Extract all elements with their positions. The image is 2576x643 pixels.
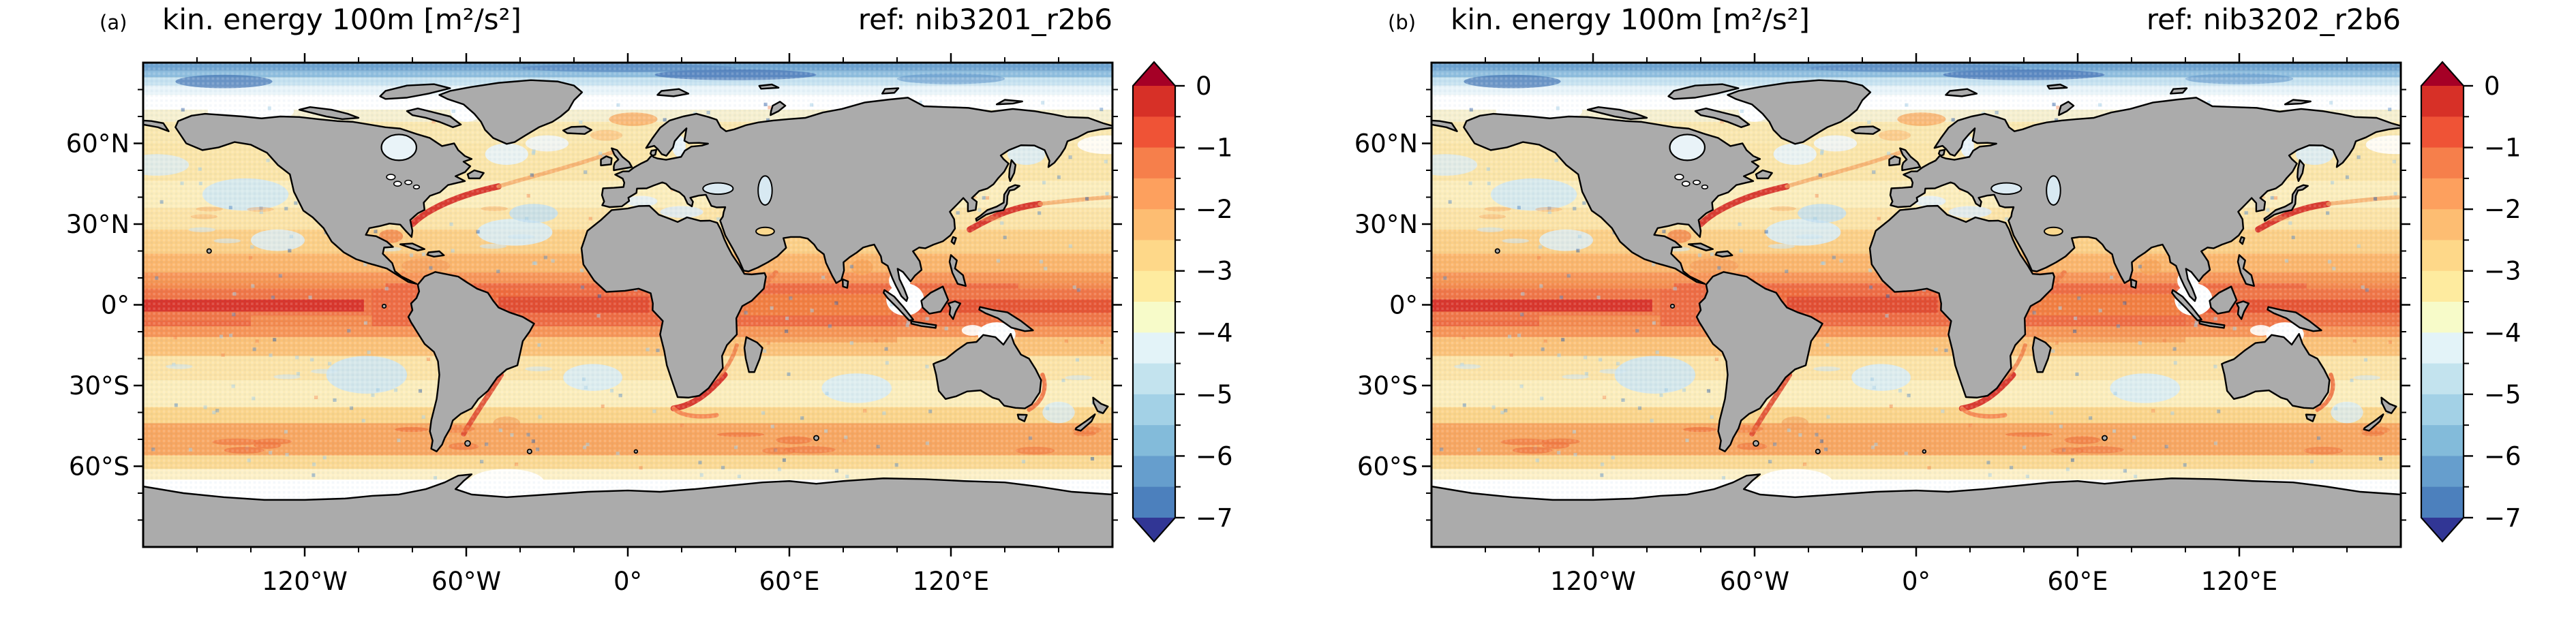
- colorbar-segment: [1133, 178, 1175, 210]
- x-tick-label: 60°E: [2048, 567, 2108, 596]
- plot-canvas-b: 120°W 60°W 0° 60°E 120°E 60°N 30°N 0° 30°S 60°S 0 −…: [1354, 53, 2521, 596]
- colorbar-segment: [1133, 302, 1175, 333]
- colorbar-tick-label: −2: [2484, 195, 2521, 224]
- colorbar-over-arrow: [1133, 62, 1175, 86]
- colorbar-over-arrow: [2421, 62, 2464, 86]
- x-tick-label: 60°W: [431, 567, 501, 596]
- colorbar-tick-label: −2: [1196, 195, 1233, 224]
- panel-b-title: kin. energy 100m [m²/s²]: [1451, 3, 1810, 36]
- colorbar-segment: [1133, 240, 1175, 272]
- x-tick-label: 60°W: [1720, 567, 1789, 596]
- panel-a: (a) kin. energy 100m [m²/s²] ref: nib320…: [66, 3, 1233, 596]
- y-tick-label: 60°N: [1354, 129, 1418, 159]
- colorbar-segment: [2421, 456, 2464, 488]
- colorbar-segment: [2421, 270, 2464, 302]
- inland-seas-lakes: [1494, 134, 2108, 454]
- y-tick-label: 0°: [101, 291, 130, 320]
- world-map: [1431, 63, 2401, 547]
- colorbar-segment: [2421, 116, 2464, 148]
- colorbar-tick-label: −7: [2484, 503, 2521, 533]
- x-tick-label: 0°: [1902, 567, 1930, 596]
- colorbar-tick-label: −6: [2484, 441, 2521, 471]
- x-tick-label: 120°W: [262, 567, 348, 596]
- colorbar-tick-label: 0: [2484, 72, 2500, 101]
- colorbar-tick-label: −7: [1196, 503, 1233, 533]
- colorbar-segment: [1133, 332, 1175, 364]
- colorbar-tick-label: −5: [2484, 380, 2521, 409]
- x-tick-label: 60°E: [759, 567, 820, 596]
- panel-a-label: (a): [100, 11, 127, 34]
- y-tick-label: 60°N: [66, 129, 130, 159]
- colorbar-tick-label: −6: [1196, 441, 1233, 471]
- colorbar-segment: [2421, 425, 2464, 456]
- colorbar-under-arrow: [1133, 518, 1175, 542]
- colorbar-segment: [2421, 363, 2464, 395]
- colorbar-segment: [1133, 116, 1175, 148]
- y-tick-label: 60°S: [69, 452, 130, 482]
- colorbar-segment: [2421, 486, 2464, 518]
- x-tick-label: 120°E: [913, 567, 990, 596]
- panel-b-ref: ref: nib3202_r2b6: [2146, 3, 2401, 36]
- colorbar-segment: [1133, 425, 1175, 456]
- colorbar-segment: [1133, 363, 1175, 395]
- x-tick-label: 120°W: [1550, 567, 1636, 596]
- colorbar: [1132, 61, 1185, 543]
- panel-a-title: kin. energy 100m [m²/s²]: [162, 3, 521, 36]
- plot-canvas-a: 120°W 60°W 0° 60°E 120°E 60°N 30°N 0° 30°S 60°S 0 −…: [66, 53, 1233, 596]
- inland-seas-lakes: [206, 134, 819, 454]
- y-tick-label: 30°N: [1354, 210, 1418, 239]
- colorbar-tick-label: −4: [1196, 318, 1233, 347]
- x-tick-label: 120°E: [2201, 567, 2278, 596]
- panel-b-label: (b): [1388, 11, 1416, 34]
- colorbar-tick-label: −5: [1196, 380, 1233, 409]
- colorbar-segment: [1133, 209, 1175, 240]
- colorbar-tick-label: 0: [1196, 72, 1212, 101]
- colorbar-segment: [2421, 332, 2464, 364]
- colorbar-segment: [1133, 270, 1175, 302]
- colorbar-segment: [2421, 147, 2464, 179]
- y-tick-label: 30°N: [66, 210, 130, 239]
- colorbar-segment: [1133, 86, 1175, 117]
- axis-ticks: [134, 53, 1122, 556]
- colorbar-segment: [1133, 147, 1175, 179]
- x-tick-label: 0°: [613, 567, 642, 596]
- colorbar-segment: [1133, 456, 1175, 488]
- axis-ticks: [1422, 53, 2410, 556]
- colorbar-segment: [2421, 178, 2464, 210]
- colorbar-under-arrow: [2421, 518, 2464, 542]
- colorbar-tick-label: −3: [2484, 257, 2521, 286]
- colorbar-tick-label: −1: [1196, 134, 1233, 163]
- colorbar-segment: [2421, 209, 2464, 240]
- land-continents: [1431, 79, 2401, 547]
- y-tick-label: 30°S: [69, 371, 130, 401]
- colorbar-segment: [2421, 302, 2464, 333]
- colorbar: [2420, 61, 2473, 543]
- y-tick-label: 30°S: [1357, 371, 1418, 401]
- colorbar-segment: [1133, 486, 1175, 518]
- colorbar-tick-label: −3: [1196, 257, 1233, 286]
- world-map: [143, 63, 1112, 547]
- colorbar-tick-label: −1: [2484, 134, 2521, 163]
- colorbar-segment: [2421, 240, 2464, 272]
- colorbar-segment: [2421, 86, 2464, 117]
- colorbar-tick-label: −4: [2484, 318, 2521, 347]
- colorbar-segment: [1133, 394, 1175, 426]
- y-tick-label: 60°S: [1357, 452, 1418, 482]
- colorbar-segment: [2421, 394, 2464, 426]
- panel-b: (b) kin. energy 100m [m²/s²] ref: nib320…: [1288, 0, 2576, 643]
- y-tick-label: 0°: [1389, 291, 1418, 320]
- panel-a-ref: ref: nib3201_r2b6: [858, 3, 1112, 36]
